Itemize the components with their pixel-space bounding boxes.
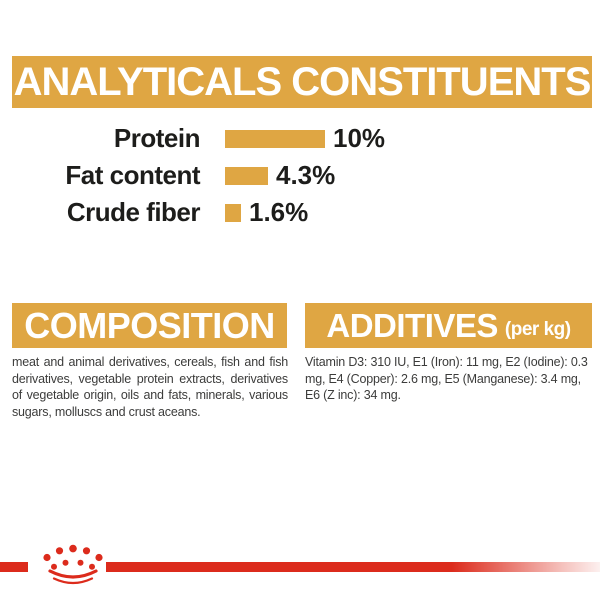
chart-row-protein: Protein 10%: [0, 120, 600, 157]
additives-header-bar: ADDITIVES (per kg): [305, 303, 592, 348]
composition-header-bar: COMPOSITION: [12, 303, 287, 348]
chart-value-label: 10%: [333, 123, 386, 153]
footer-red-bar-main: [106, 562, 600, 572]
composition-title: COMPOSITION: [24, 304, 275, 346]
chart-row-crude-fiber: Crude fiber 1.6%: [0, 194, 600, 231]
additives-title: ADDITIVES: [326, 306, 498, 344]
analyticals-header-bar: ANALYTICALS CONSTITUENTS: [12, 56, 592, 108]
chart-row-fat-content: Fat content 4.3%: [0, 157, 600, 194]
chart-value-label: 4.3%: [276, 160, 336, 190]
crown-logo-icon: [43, 544, 103, 585]
constituents-bar-chart: Protein 10% Fat content 4.3% Crude fiber…: [0, 120, 600, 231]
chart-bar: [225, 166, 268, 185]
footer-red-bar-left: [0, 562, 28, 572]
additives-subtitle: (per kg): [504, 318, 571, 340]
analyticals-title: ANALYTICALS CONSTITUENTS: [13, 59, 592, 104]
chart-category-label: Protein: [113, 123, 201, 153]
chart-category-label: Fat content: [65, 160, 200, 190]
chart-category-label: Crude fiber: [66, 197, 201, 227]
composition-body-text: meat and animal derivatives, cereals, fi…: [12, 355, 288, 419]
chart-value-label: 1.6%: [249, 197, 309, 227]
chart-bar: [225, 129, 325, 148]
additives-body-text: Vitamin D3: 310 IU, E1 (Iron): 11 mg, E2…: [305, 355, 588, 402]
chart-bar: [225, 203, 241, 222]
